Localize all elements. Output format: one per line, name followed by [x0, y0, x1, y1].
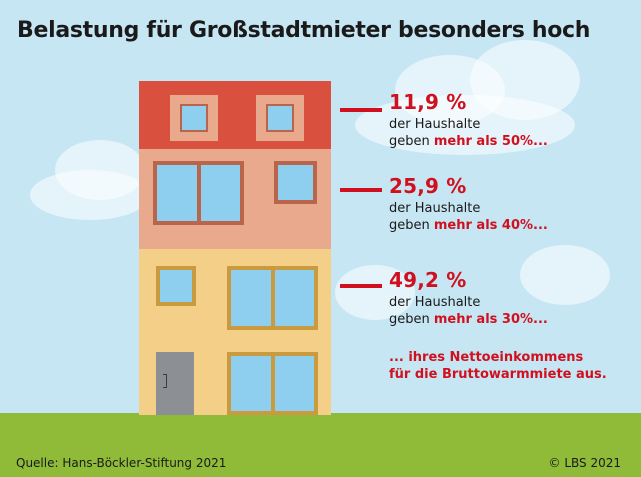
stat-1-line2-prefix: geben	[389, 134, 434, 149]
cloud-right-top-3	[355, 95, 575, 155]
cloud-right-low	[335, 265, 415, 320]
door-handle-icon	[163, 374, 167, 388]
cloud-right-low-2	[520, 245, 610, 305]
stat-3-percent: 49,2 %	[389, 268, 467, 292]
building-top-floor	[139, 81, 331, 149]
window-single-middle	[274, 161, 317, 204]
stat-1-line1: der Haushalte	[389, 117, 481, 132]
cloud-left-2	[30, 170, 150, 220]
stat-1-line2: geben mehr als 50%...	[389, 133, 548, 150]
stat-1-percent: 11,9 %	[389, 90, 467, 114]
stat-1-text: der Haushalte geben mehr als 50%...	[389, 116, 548, 150]
stat-3-line2-prefix: geben	[389, 312, 434, 327]
stat-2-line2-prefix: geben	[389, 218, 434, 233]
page-title: Belastung für Großstadtmieter besonders …	[17, 18, 591, 43]
grass-ground	[0, 413, 641, 477]
window-double-ground-upper	[227, 266, 318, 330]
stat-2-line2: geben mehr als 40%...	[389, 217, 548, 234]
window-double-middle	[153, 161, 244, 225]
footnote-line1: ... ihres Nettoeinkommens	[389, 350, 584, 365]
stat-1-emphasis: mehr als 50%...	[433, 134, 548, 149]
stat-2-marker	[340, 188, 382, 192]
stat-3-text: der Haushalte geben mehr als 30%...	[389, 294, 548, 328]
dormer-window-left	[170, 95, 218, 141]
source-credit: Quelle: Hans-Böckler-Stiftung 2021	[16, 456, 227, 470]
footnote: ... ihres Nettoeinkommens für die Brutto…	[389, 349, 607, 383]
window-small-ground	[156, 266, 196, 306]
stat-2-text: der Haushalte geben mehr als 40%...	[389, 200, 548, 234]
stat-3-line2: geben mehr als 30%...	[389, 311, 548, 328]
dormer-window-right	[256, 95, 304, 141]
front-door	[156, 352, 194, 415]
footnote-line2: für die Bruttowarmmiete aus.	[389, 367, 607, 382]
building-middle-floor	[139, 149, 331, 249]
stat-2-emphasis: mehr als 40%...	[433, 218, 548, 233]
stat-3-line1: der Haushalte	[389, 295, 481, 310]
stat-2-line1: der Haushalte	[389, 201, 481, 216]
stat-3-emphasis: mehr als 30%...	[433, 312, 548, 327]
stat-2-percent: 25,9 %	[389, 174, 467, 198]
stat-3-marker	[340, 284, 382, 288]
copyright: © LBS 2021	[548, 456, 622, 470]
window-double-ground-lower	[227, 352, 318, 415]
stat-1-marker	[340, 108, 382, 112]
